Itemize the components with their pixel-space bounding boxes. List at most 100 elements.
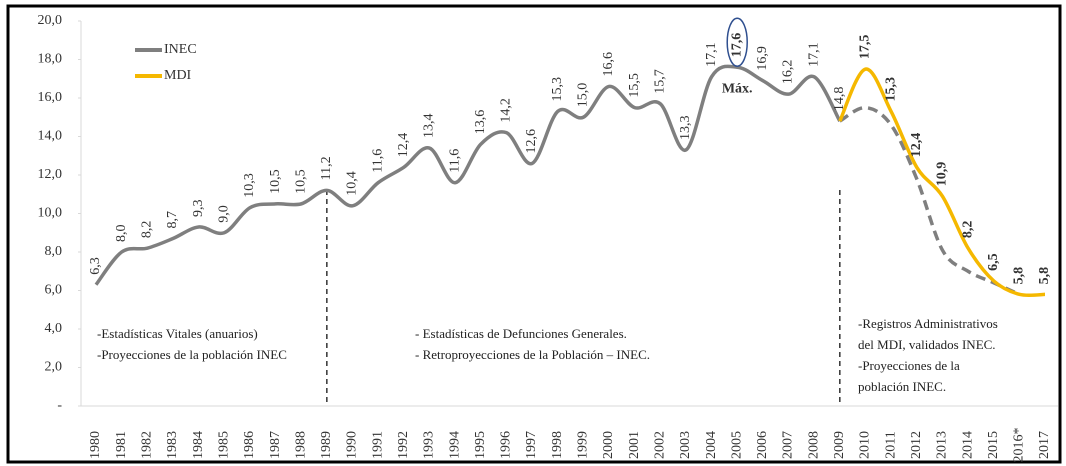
data-label: 12,4 [909,133,924,158]
data-label: 13,4 [422,114,437,139]
data-label: 10,5 [268,169,283,194]
x-tick-label: 2001 [627,431,642,459]
data-label: 8,7 [165,211,180,229]
data-label: 15,3 [883,77,898,102]
data-label: 6,3 [88,257,103,275]
data-label: 16,2 [781,60,796,85]
x-tick-label: 2009 [832,431,847,459]
data-label: 15,0 [576,83,591,108]
data-label: 10,4 [345,171,360,196]
line [94,64,842,286]
y-tick-label: 16,0 [38,90,63,105]
x-tick-label: 2017 [1037,431,1052,459]
annotation: -Proyecciones de la población INEC [97,347,287,362]
data-label: 16,9 [755,46,770,71]
y-tick-label: 8,0 [45,244,63,259]
annotation: del MDI, validados INEC. [858,337,996,352]
x-tick-label: 1995 [473,431,488,459]
x-tick-label: 2007 [781,431,796,459]
x-tick-label: 2006 [755,431,770,459]
data-label: 14,8 [832,87,847,112]
x-tick-label: 1983 [165,431,180,459]
x-tick-label: 2000 [601,431,616,459]
x-tick-label: 2003 [678,431,693,459]
data-label: 17,5 [858,35,873,60]
x-tick-label: 2013 [935,431,950,459]
annotation: -Proyecciones de la [858,358,960,373]
x-tick-label: 1987 [268,431,283,459]
y-tick-label: - [57,398,62,413]
y-tick-label: 18,0 [38,52,63,67]
annotation: -Registros Administrativos [858,316,998,331]
data-label: 6,5 [986,253,1001,271]
y-tick-label: 4,0 [45,321,63,336]
x-tick-label: 2002 [652,431,667,459]
legend-label: INEC [164,42,197,57]
annotation: - Retroproyecciones de la Población – IN… [415,347,650,362]
data-label: 17,1 [704,42,719,67]
line [838,67,1046,298]
data-label: 12,4 [396,133,411,158]
data-label: 15,5 [627,73,642,98]
y-tick-label: 12,0 [38,167,63,182]
x-tick-label: 1984 [191,431,206,459]
x-tick-label: 2008 [806,431,821,459]
line [838,105,1021,296]
x-tick-label: 1988 [293,431,308,459]
data-label: 15,3 [550,77,565,102]
x-tick-label: 2005 [729,431,744,459]
data-label: 5,8 [1037,267,1052,285]
y-tick-label: 14,0 [38,129,63,144]
x-tick-label: 1980 [88,431,103,459]
data-label: 10,9 [935,162,950,187]
x-tick-label: 2004 [704,431,719,459]
data-label: 11,2 [319,156,334,180]
data-label: 11,6 [447,149,462,173]
x-tick-label: 1996 [499,431,514,459]
data-label: 17,1 [806,42,821,67]
data-label: 9,3 [191,199,206,217]
data-label: 13,3 [678,115,693,140]
x-tick-label: 2012 [909,431,924,459]
data-label: 12,6 [524,129,539,154]
x-tick-label: 1990 [345,431,360,459]
data-label: 10,3 [242,173,257,198]
frame [6,4,1062,464]
y-tick-label: 2,0 [45,360,63,375]
x-tick-label: 1982 [140,431,155,459]
x-tick-label: 2014 [960,431,975,459]
x-tick-label: 1994 [447,431,462,459]
data-label: 15,7 [652,69,667,94]
x-tick-label: 1986 [242,431,257,459]
data-label: 13,6 [473,110,488,135]
x-tick-label: 1999 [576,431,591,459]
highlight-ring [726,17,748,67]
y-tick-label: 20,0 [38,13,63,28]
x-tick-label: 2010 [858,431,873,459]
data-label: 14,2 [499,98,514,123]
x-tick-label: 1998 [550,431,565,459]
annotation: población INEC. [858,379,946,394]
highlight-label: Máx. [722,81,753,96]
data-label: 9,0 [216,205,231,223]
x-tick-label: 1992 [396,431,411,459]
x-tick-label: 2015 [986,431,1001,459]
annotation: - Estadísticas de Defunciones Generales. [415,326,627,341]
data-label: 5,8 [1012,267,1027,284]
data-label: 11,6 [370,149,385,173]
annotation: -Estadísticas Vitales (anuarios) [97,326,258,341]
x-tick-label: 1985 [216,431,231,459]
x-tick-label: 2016* [1012,427,1027,462]
x-tick-label: 1993 [422,431,437,459]
data-label: 8,0 [114,225,129,243]
legend-label: MDI [164,68,192,83]
x-tick-label: 1981 [114,431,129,459]
x-tick-label: 1991 [370,431,385,459]
data-label: 8,2 [960,221,975,239]
data-label: 16,6 [601,52,616,77]
data-label: 10,5 [293,169,308,194]
y-tick-label: 6,0 [45,283,63,298]
data-label: 8,2 [140,221,155,239]
x-tick-label: 2011 [883,431,898,458]
